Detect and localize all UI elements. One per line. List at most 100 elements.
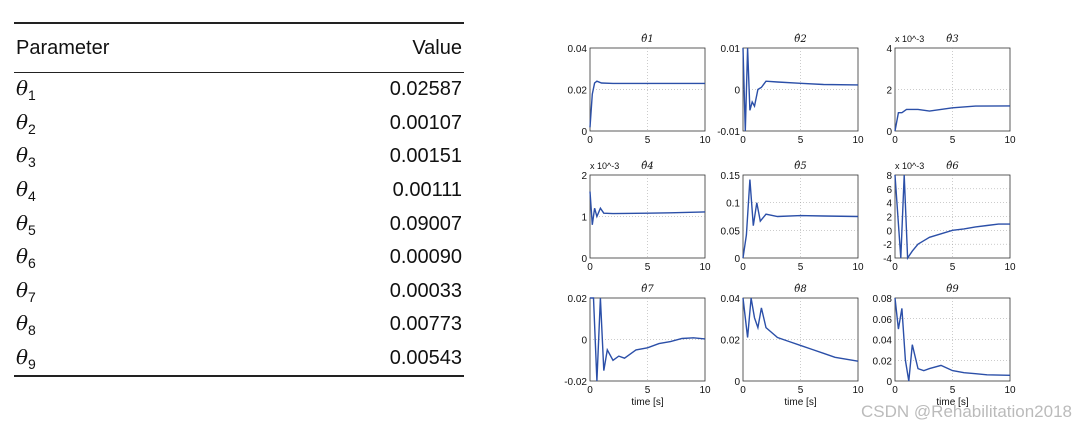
- y-tick-label: 0.02: [721, 336, 741, 347]
- table-header: Parameter Value: [14, 24, 464, 72]
- parameter-symbol: θ7: [16, 278, 36, 305]
- y-tick-label: -0.01: [717, 127, 740, 138]
- series-line: [589, 191, 706, 225]
- parameter-symbol-base: θ: [16, 210, 29, 235]
- plot-title: θ̂4: [641, 161, 653, 172]
- y-tick-label: 0.04: [873, 336, 893, 347]
- parameter-symbol-index: 7: [28, 288, 36, 305]
- parameter-symbol-index: 5: [28, 221, 36, 238]
- x-tick-label: 5: [950, 385, 956, 396]
- x-tick-label: 0: [587, 135, 593, 146]
- x-tick-label: 0: [740, 135, 746, 146]
- table-row: θ8 0.00773: [14, 308, 464, 342]
- parameter-symbol-index: 1: [28, 87, 36, 104]
- parameter-symbol: θ8: [16, 311, 36, 338]
- parameter-symbol-index: 4: [28, 188, 36, 205]
- parameter-value: 0.00111: [392, 179, 462, 202]
- x-tick-label: 0: [892, 135, 898, 146]
- series-line: [894, 174, 1010, 261]
- parameter-symbol-index: 2: [28, 120, 36, 137]
- series-line: [742, 47, 859, 132]
- table-row: θ5 0.09007: [14, 207, 464, 241]
- parameter-symbol: θ5: [16, 211, 36, 238]
- y-tick-label: -2: [883, 240, 892, 251]
- table-row: θ6 0.00090: [14, 241, 464, 275]
- plot-scale: x 10^-3: [895, 161, 924, 171]
- plot-title: θ̂7: [641, 284, 654, 295]
- x-tick-label: 0: [892, 262, 898, 273]
- x-tick-label: 10: [1004, 135, 1016, 146]
- plot-title: θ̂6: [946, 161, 959, 172]
- y-tick-label: 0.05: [721, 226, 741, 237]
- plot-title: θ̂1: [641, 34, 653, 45]
- parameter-value: 0.00151: [389, 145, 462, 168]
- estimate-plots-grid: 0 0.02 0.04 0 5 10 θ̂1 -0.01 0 0.01 0 5 10 θ̂2 0 2 4 0 5 10…: [540, 20, 1040, 420]
- y-tick-label: 0.04: [568, 44, 588, 55]
- parameter-symbol: θ9: [16, 345, 36, 372]
- x-tick-label: 5: [645, 385, 651, 396]
- table-bottom-rule: [14, 375, 464, 378]
- series-line: [894, 297, 1011, 382]
- y-tick-label: 0.02: [873, 356, 893, 367]
- y-tick-label: -4: [883, 254, 892, 265]
- x-tick-label: 0: [740, 385, 746, 396]
- parameter-symbol: θ4: [16, 177, 36, 204]
- y-tick-label: 0: [886, 127, 892, 138]
- x-tick-label: 5: [950, 262, 956, 273]
- parameter-symbol-base: θ: [16, 143, 29, 168]
- x-tick-label: 10: [1004, 385, 1016, 396]
- y-tick-label: 0.06: [873, 315, 893, 326]
- x-tick-label: 10: [852, 262, 864, 273]
- series-line: [590, 297, 706, 382]
- header-value: Value: [412, 36, 462, 59]
- x-tick-label: 10: [852, 385, 864, 396]
- y-tick-label: 0.08: [873, 294, 893, 305]
- parameter-symbol: θ6: [16, 244, 36, 271]
- y-tick-label: 0.02: [568, 86, 588, 97]
- plot-title: θ̂5: [794, 161, 806, 172]
- y-tick-label: 4: [886, 44, 892, 55]
- parameter-table: Parameter Value θ1 0.02587 θ2 0.00107 θ3 0.00…: [14, 22, 464, 378]
- table-row: θ3 0.00151: [14, 140, 464, 174]
- parameter-symbol-base: θ: [16, 109, 29, 134]
- y-tick-label: 6: [886, 185, 892, 196]
- plot-title: θ̂9: [946, 284, 959, 295]
- parameter-symbol-index: 8: [28, 322, 36, 339]
- parameter-symbol-base: θ: [16, 345, 29, 370]
- parameter-symbol: θ3: [16, 143, 36, 170]
- parameter-value: 0.00090: [389, 246, 462, 269]
- y-tick-label: 0.1: [726, 199, 740, 210]
- parameter-value: 0.00543: [389, 347, 462, 370]
- parameter-value: 0.00773: [389, 313, 462, 336]
- y-tick-label: 0.02: [568, 294, 588, 305]
- table-row: θ7 0.00033: [14, 275, 464, 309]
- plot-scale: x 10^-3: [590, 161, 619, 171]
- parameter-symbol-base: θ: [16, 311, 29, 336]
- y-tick-label: 0: [581, 254, 587, 265]
- parameter-symbol-index: 6: [28, 255, 36, 272]
- y-tick-label: 0: [581, 127, 587, 138]
- parameter-symbol: θ2: [16, 110, 36, 137]
- y-tick-label: 1: [581, 213, 587, 224]
- x-tick-label: 0: [587, 262, 593, 273]
- table-row: θ1 0.02587: [14, 73, 464, 107]
- x-tick-label: 0: [587, 385, 593, 396]
- parameter-symbol-base: θ: [16, 277, 29, 302]
- table-row: θ4 0.00111: [14, 174, 464, 208]
- x-axis-label: time [s]: [631, 397, 663, 408]
- x-tick-label: 10: [852, 135, 864, 146]
- parameter-symbol: θ1: [16, 76, 36, 103]
- table-row: θ2 0.00107: [14, 107, 464, 141]
- x-tick-label: 5: [798, 385, 804, 396]
- y-tick-label: 4: [886, 199, 892, 210]
- table-top-rule: [14, 22, 464, 24]
- x-axis-label: time [s]: [936, 397, 968, 408]
- y-tick-label: 0: [734, 254, 740, 265]
- y-tick-label: -0.02: [564, 377, 587, 388]
- table-body: θ1 0.02587 θ2 0.00107 θ3 0.00151 θ4 0.00111 θ5 0.…: [14, 73, 464, 375]
- x-tick-label: 0: [740, 262, 746, 273]
- y-tick-label: 8: [886, 171, 892, 182]
- table-row: θ9 0.00543: [14, 342, 464, 376]
- y-tick-label: 0.15: [721, 171, 741, 182]
